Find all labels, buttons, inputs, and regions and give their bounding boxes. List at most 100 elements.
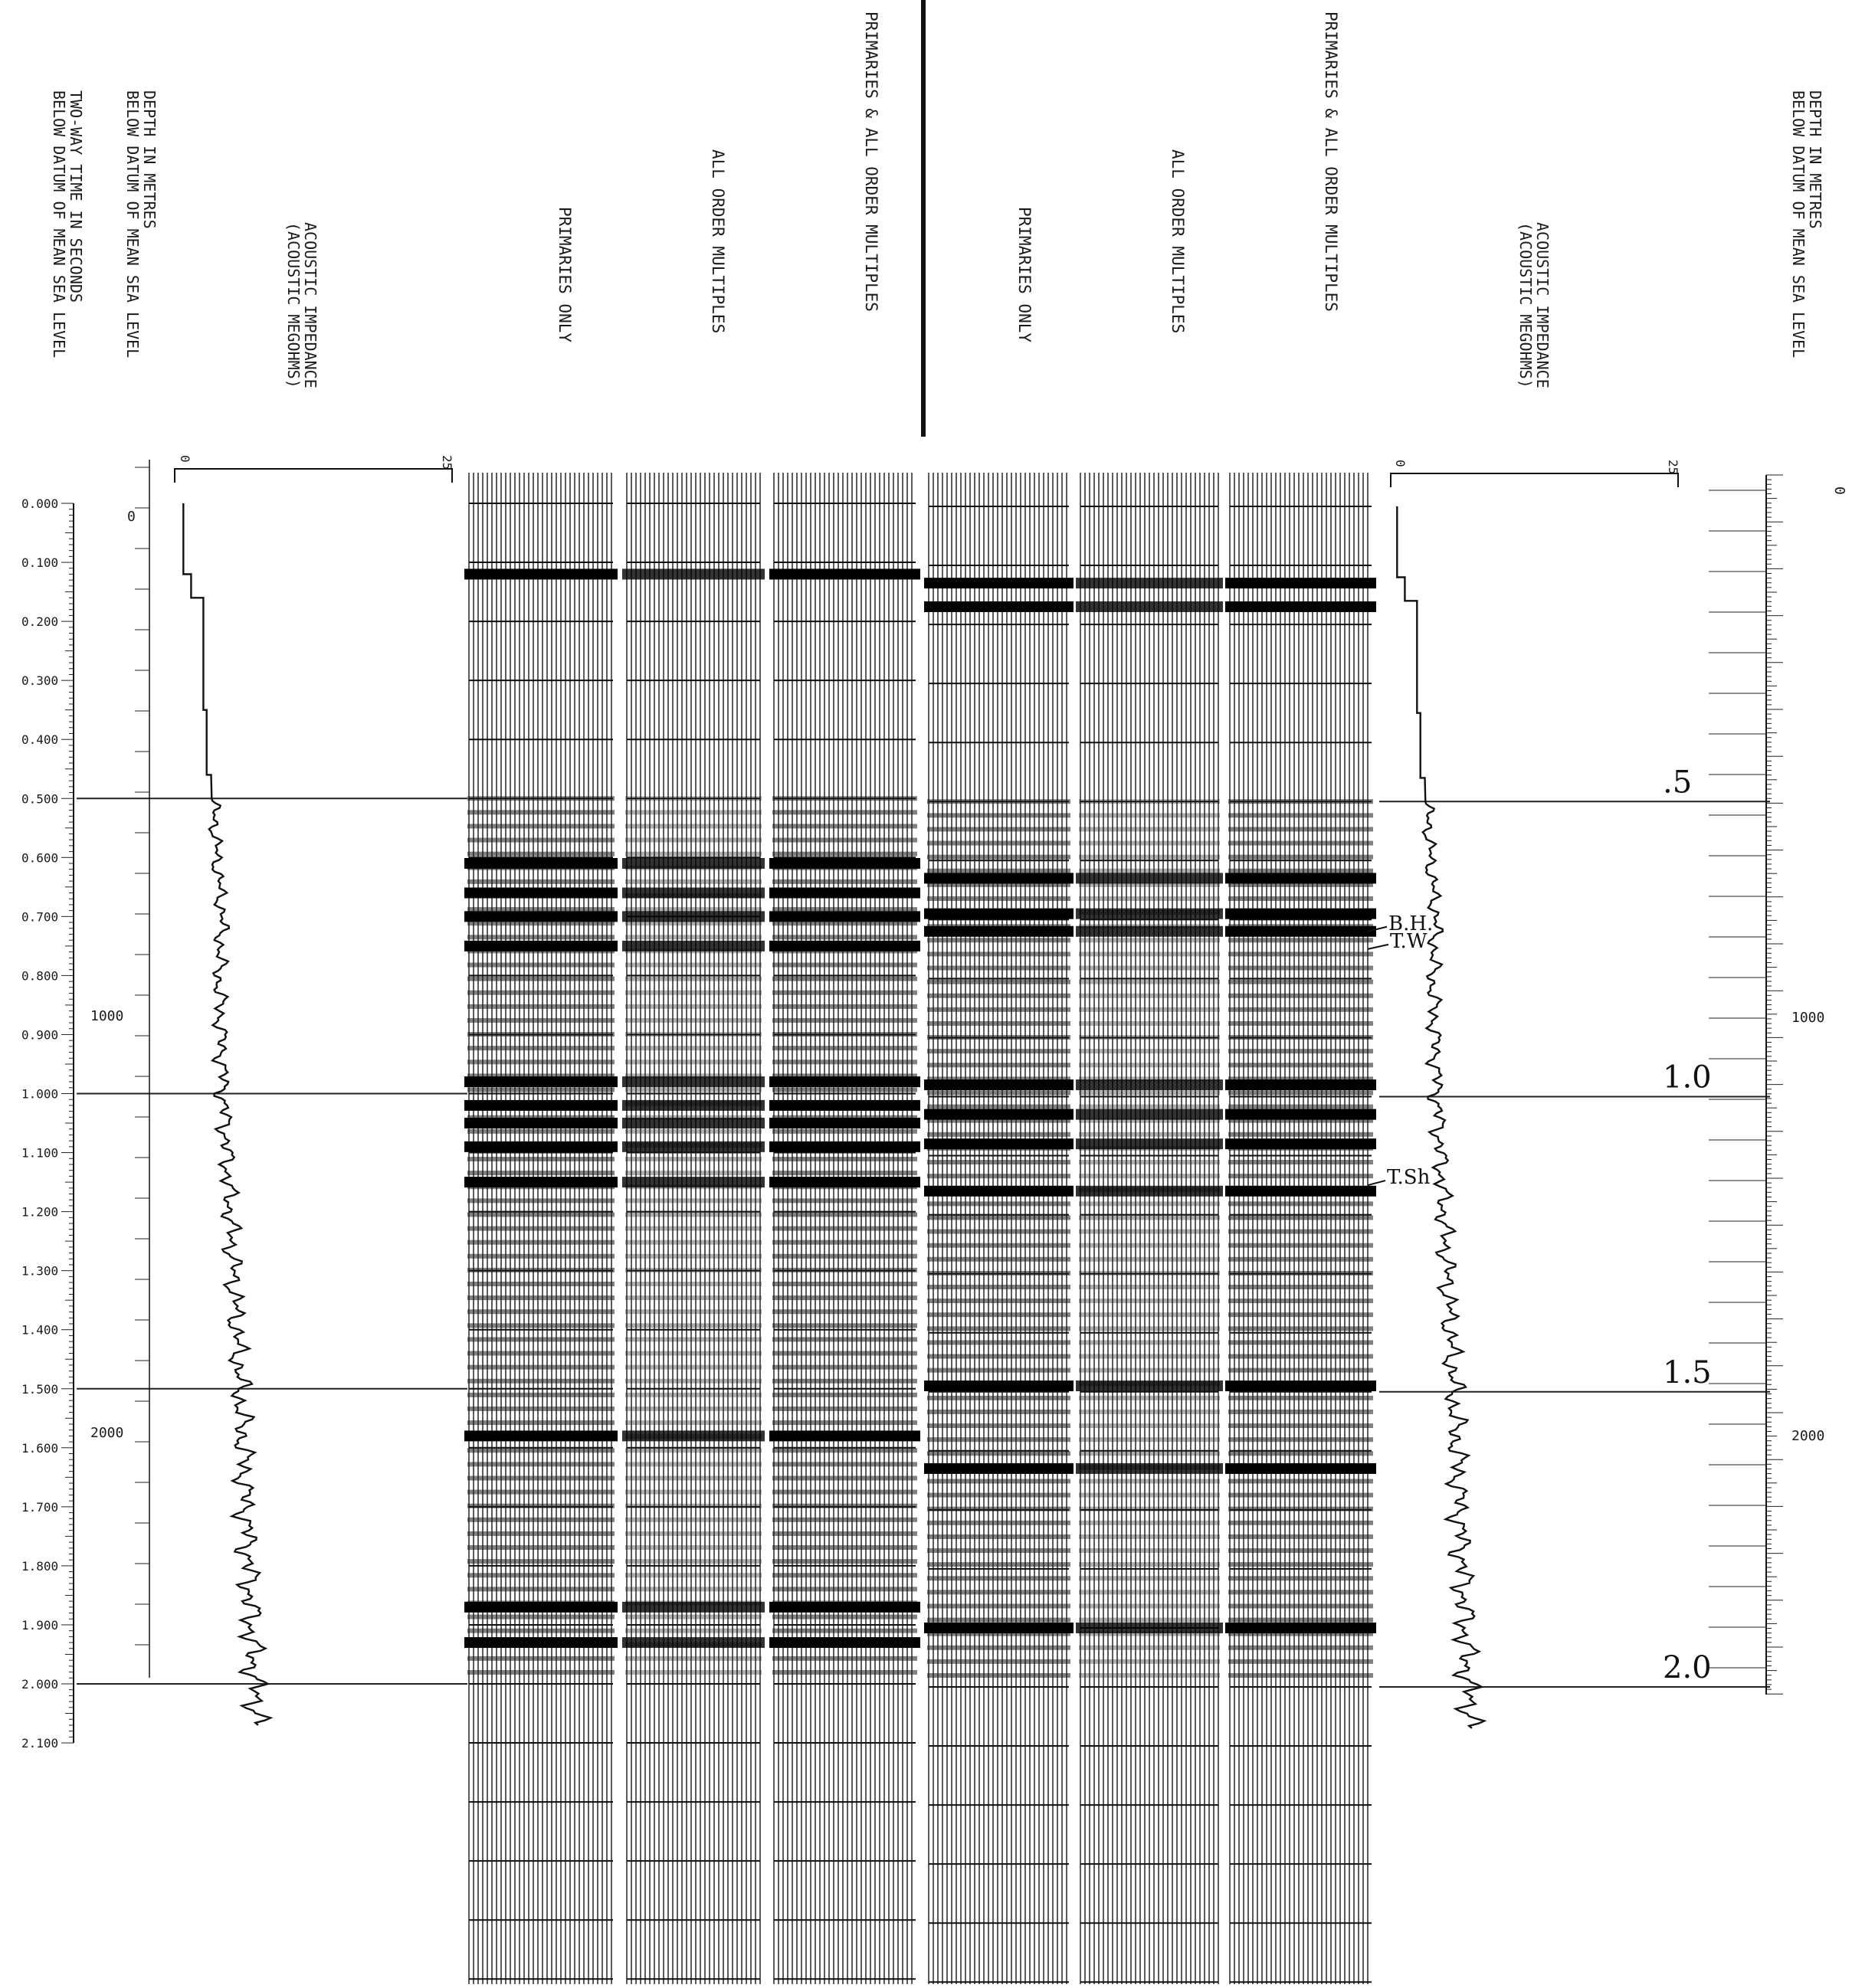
strong-reflector <box>1225 1462 1376 1474</box>
reflection-band <box>1228 1354 1373 1359</box>
reflection-band <box>625 1614 762 1620</box>
reflection-band <box>467 879 615 884</box>
strong-reflector <box>1076 1622 1223 1633</box>
reflection-band <box>1228 1534 1373 1539</box>
reflection-band <box>467 1073 615 1079</box>
reflection-band <box>1228 1617 1373 1623</box>
reflection-band <box>625 976 762 981</box>
reflection-band <box>927 813 1070 818</box>
time-mark-label: 2.0 <box>1663 1650 1712 1685</box>
reflection-band <box>772 1212 917 1217</box>
reflection-band <box>1079 1520 1220 1525</box>
reflection-band <box>625 1267 762 1272</box>
reflection-band <box>467 1503 615 1508</box>
reflection-band <box>467 1351 615 1356</box>
reflection-band <box>467 990 615 995</box>
reflection-band <box>1228 1076 1373 1082</box>
reflection-band <box>625 1420 762 1426</box>
reflection-band <box>1079 1645 1220 1650</box>
reflection-band <box>625 1281 762 1286</box>
reflection-band <box>772 1060 917 1065</box>
time-tick-label: 2.000 <box>21 1677 58 1692</box>
reflection-band <box>772 1323 917 1328</box>
reflection-band <box>1079 1423 1220 1429</box>
strong-reflector <box>1076 925 1223 937</box>
reflection-band <box>772 1503 917 1508</box>
reflection-band <box>625 837 762 843</box>
horizon-label: B.H. <box>1388 912 1433 935</box>
reflection-band <box>927 938 1070 943</box>
panel-label-4: PRIMARIES ONLY <box>1015 207 1034 342</box>
reflection-band <box>927 1201 1070 1207</box>
strong-reflector <box>622 1637 765 1649</box>
trace-panel-5 <box>1076 473 1223 1984</box>
reflection-band <box>1228 1672 1373 1678</box>
reflection-band <box>625 1226 762 1231</box>
strong-reflector <box>622 858 765 870</box>
reflection-band <box>467 1060 615 1065</box>
reflection-band <box>772 1559 917 1564</box>
time-tick-label: 0.300 <box>21 673 58 688</box>
strong-reflector <box>1225 873 1376 884</box>
time-mark-label: 1.0 <box>1663 1060 1712 1096</box>
impedance-scale-label: 0 <box>1393 460 1408 467</box>
reflection-band <box>927 1451 1070 1456</box>
reflection-band <box>927 1229 1070 1234</box>
left-impedance-scale <box>174 468 453 483</box>
reflection-band <box>625 1046 762 1051</box>
reflection-band <box>772 1267 917 1272</box>
reflection-band <box>1228 1492 1373 1498</box>
reflection-band <box>927 1049 1070 1054</box>
reflection-band <box>1079 1160 1220 1165</box>
reflection-band <box>625 1517 762 1522</box>
reflection-band <box>1079 1659 1220 1664</box>
reflection-band <box>927 1492 1070 1498</box>
reflection-band <box>772 1489 917 1495</box>
reflection-band <box>1079 1409 1220 1414</box>
strong-reflector <box>1225 908 1376 919</box>
reflection-band <box>625 1198 762 1204</box>
reflection-band <box>772 1032 917 1037</box>
reflection-band <box>1228 1590 1373 1595</box>
reflection-band <box>1228 1520 1373 1525</box>
reflection-band <box>467 796 615 801</box>
reflection-band <box>1228 1562 1373 1567</box>
time-tick-label: 0.700 <box>21 909 58 924</box>
reflection-band <box>1079 1340 1220 1345</box>
reflection-band <box>467 1448 615 1453</box>
reflection-band <box>1079 1090 1220 1096</box>
reflection-band <box>467 1295 615 1301</box>
reflection-band <box>1079 1395 1220 1400</box>
reflection-band <box>625 1032 762 1037</box>
reflection-band <box>1228 1645 1373 1650</box>
reflection-band <box>1079 1603 1220 1609</box>
reflection-band <box>625 962 762 968</box>
strong-reflector <box>622 1076 765 1088</box>
reflection-band <box>772 1545 917 1551</box>
reflection-band <box>927 1063 1070 1068</box>
reflection-band <box>467 1226 615 1231</box>
reflection-band <box>625 1240 762 1245</box>
reflection-band <box>772 1309 917 1315</box>
trace-panel-4 <box>924 473 1074 1984</box>
strong-reflector <box>924 1380 1074 1392</box>
reflection-band <box>1228 938 1373 943</box>
time-axis-title-line-2: BELOW DATUM OF MEAN SEA LEVEL <box>50 90 68 358</box>
reflection-band <box>1079 813 1220 818</box>
reflection-band <box>1079 1534 1220 1539</box>
strong-reflector <box>924 925 1074 937</box>
reflection-band <box>1228 896 1373 901</box>
reflection-band <box>1079 1506 1220 1511</box>
strong-reflector <box>1225 1109 1376 1120</box>
reflection-band <box>625 1573 762 1578</box>
reflection-band <box>1228 1118 1373 1123</box>
reflection-band <box>772 1281 917 1286</box>
reflection-band <box>625 1462 762 1467</box>
right-impedance-log <box>1396 506 1487 1729</box>
reflection-band <box>467 1628 615 1633</box>
reflection-band <box>467 935 615 940</box>
reflection-band <box>625 1364 762 1370</box>
strong-reflector <box>924 1185 1074 1197</box>
reflection-band <box>772 1628 917 1633</box>
reflection-band <box>772 1198 917 1204</box>
